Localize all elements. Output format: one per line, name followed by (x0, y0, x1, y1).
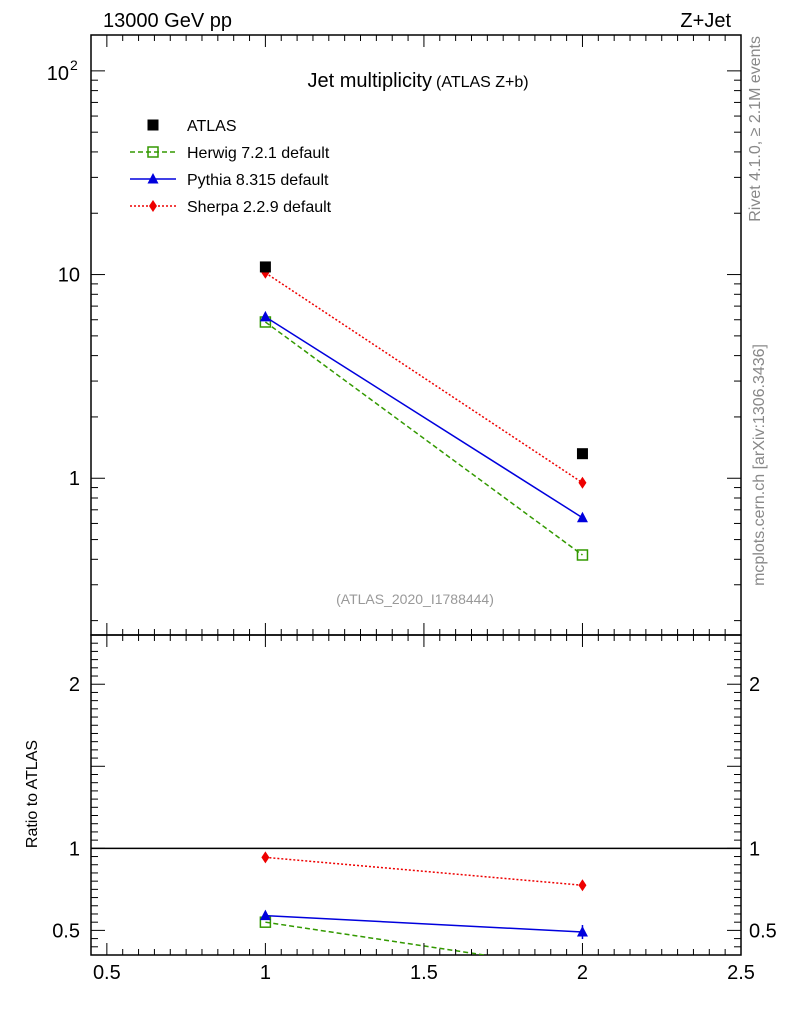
ratio-y-tick-label-right: 1 (749, 838, 760, 860)
legend-herwig-marker (147, 146, 159, 158)
x-tick-label: 2 (577, 962, 588, 984)
ratio-y-tick-label: 0.5 (52, 920, 80, 942)
legend-pythia-label: Pythia 8.315 default (187, 172, 329, 189)
main-pythia-point (259, 310, 271, 322)
legend-sherpa-marker (149, 200, 157, 212)
main-pythia-line (264, 316, 583, 519)
analysis-watermark: (ATLAS_2020_I1788444) (336, 591, 494, 607)
legend: ATLAS Herwig 7.2.1 default Pythia 8.315 de… (130, 118, 332, 216)
main-panel: Jet multiplicity (ATLAS Z+b) (ATLAS_2020… (47, 34, 742, 636)
header-left: 13000 GeV pp (103, 10, 232, 32)
ratio-y-tick-label-right: 2 (749, 674, 760, 696)
mcplots-label: mcplots.cern.ch [arXiv:1306.3436] (751, 344, 768, 586)
y-tick-label: 10 (47, 63, 69, 85)
y-tick-label-exponent: 2 (70, 57, 78, 73)
ratio-sherpa-point (261, 851, 270, 864)
legend-atlas-marker (147, 119, 159, 131)
ratio-pythia-point (259, 909, 271, 921)
main-pythia-point (576, 511, 588, 523)
ratio-pythia-line (265, 914, 583, 933)
x-tick-label: 0.5 (93, 962, 121, 984)
ratio-y-tick-label-right: 0.5 (749, 920, 777, 942)
y-tick-label: 1 (69, 468, 80, 490)
ratio-frame (90, 634, 742, 956)
ratio-sherpa-point (578, 879, 587, 892)
x-tick-label: 1 (260, 962, 271, 984)
y-tick-label: 10 (58, 265, 80, 287)
ratio-sherpa-line (265, 856, 583, 887)
ratio-y-tick-label: 2 (69, 674, 80, 696)
main-sherpa-point (578, 476, 587, 489)
legend-sherpa-label: Sherpa 2.2.9 default (187, 199, 332, 216)
x-tick-label: 2.5 (727, 962, 755, 984)
legend-pythia-marker (147, 173, 159, 184)
chart-title: Jet multiplicity (308, 70, 432, 92)
header-right: Z+Jet (680, 10, 731, 32)
main-sherpa-line (264, 272, 583, 484)
main-atlas-point (259, 261, 271, 273)
legend-herwig-label: Herwig 7.2.1 default (187, 145, 330, 162)
chart-subtitle: (ATLAS Z+b) (436, 74, 529, 91)
ratio-panel: Ratio to ATLAS 0.5 1 1.5 2 2.5 0.5 0.5 1 1 2 2 (24, 634, 777, 984)
ratio-y-tick-label: 1 (69, 838, 80, 860)
ratio-y-axis-label: Ratio to ATLAS (24, 740, 41, 848)
main-atlas-point (576, 448, 588, 460)
x-tick-label: 1.5 (410, 962, 438, 984)
rivet-label: Rivet 4.1.0, ≥ 2.1M events (747, 36, 764, 222)
main-herwig-point (576, 549, 589, 561)
legend-atlas-label: ATLAS (187, 118, 237, 135)
main-herwig-line (264, 321, 583, 556)
